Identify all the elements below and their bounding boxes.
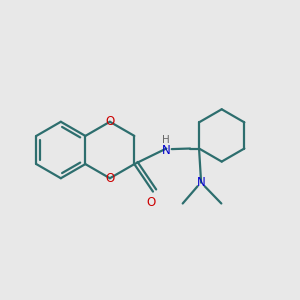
Text: H: H <box>163 135 170 145</box>
Text: N: N <box>162 143 171 157</box>
Text: O: O <box>147 196 156 208</box>
Text: O: O <box>105 115 115 128</box>
Text: O: O <box>105 172 115 185</box>
Text: N: N <box>197 176 206 189</box>
